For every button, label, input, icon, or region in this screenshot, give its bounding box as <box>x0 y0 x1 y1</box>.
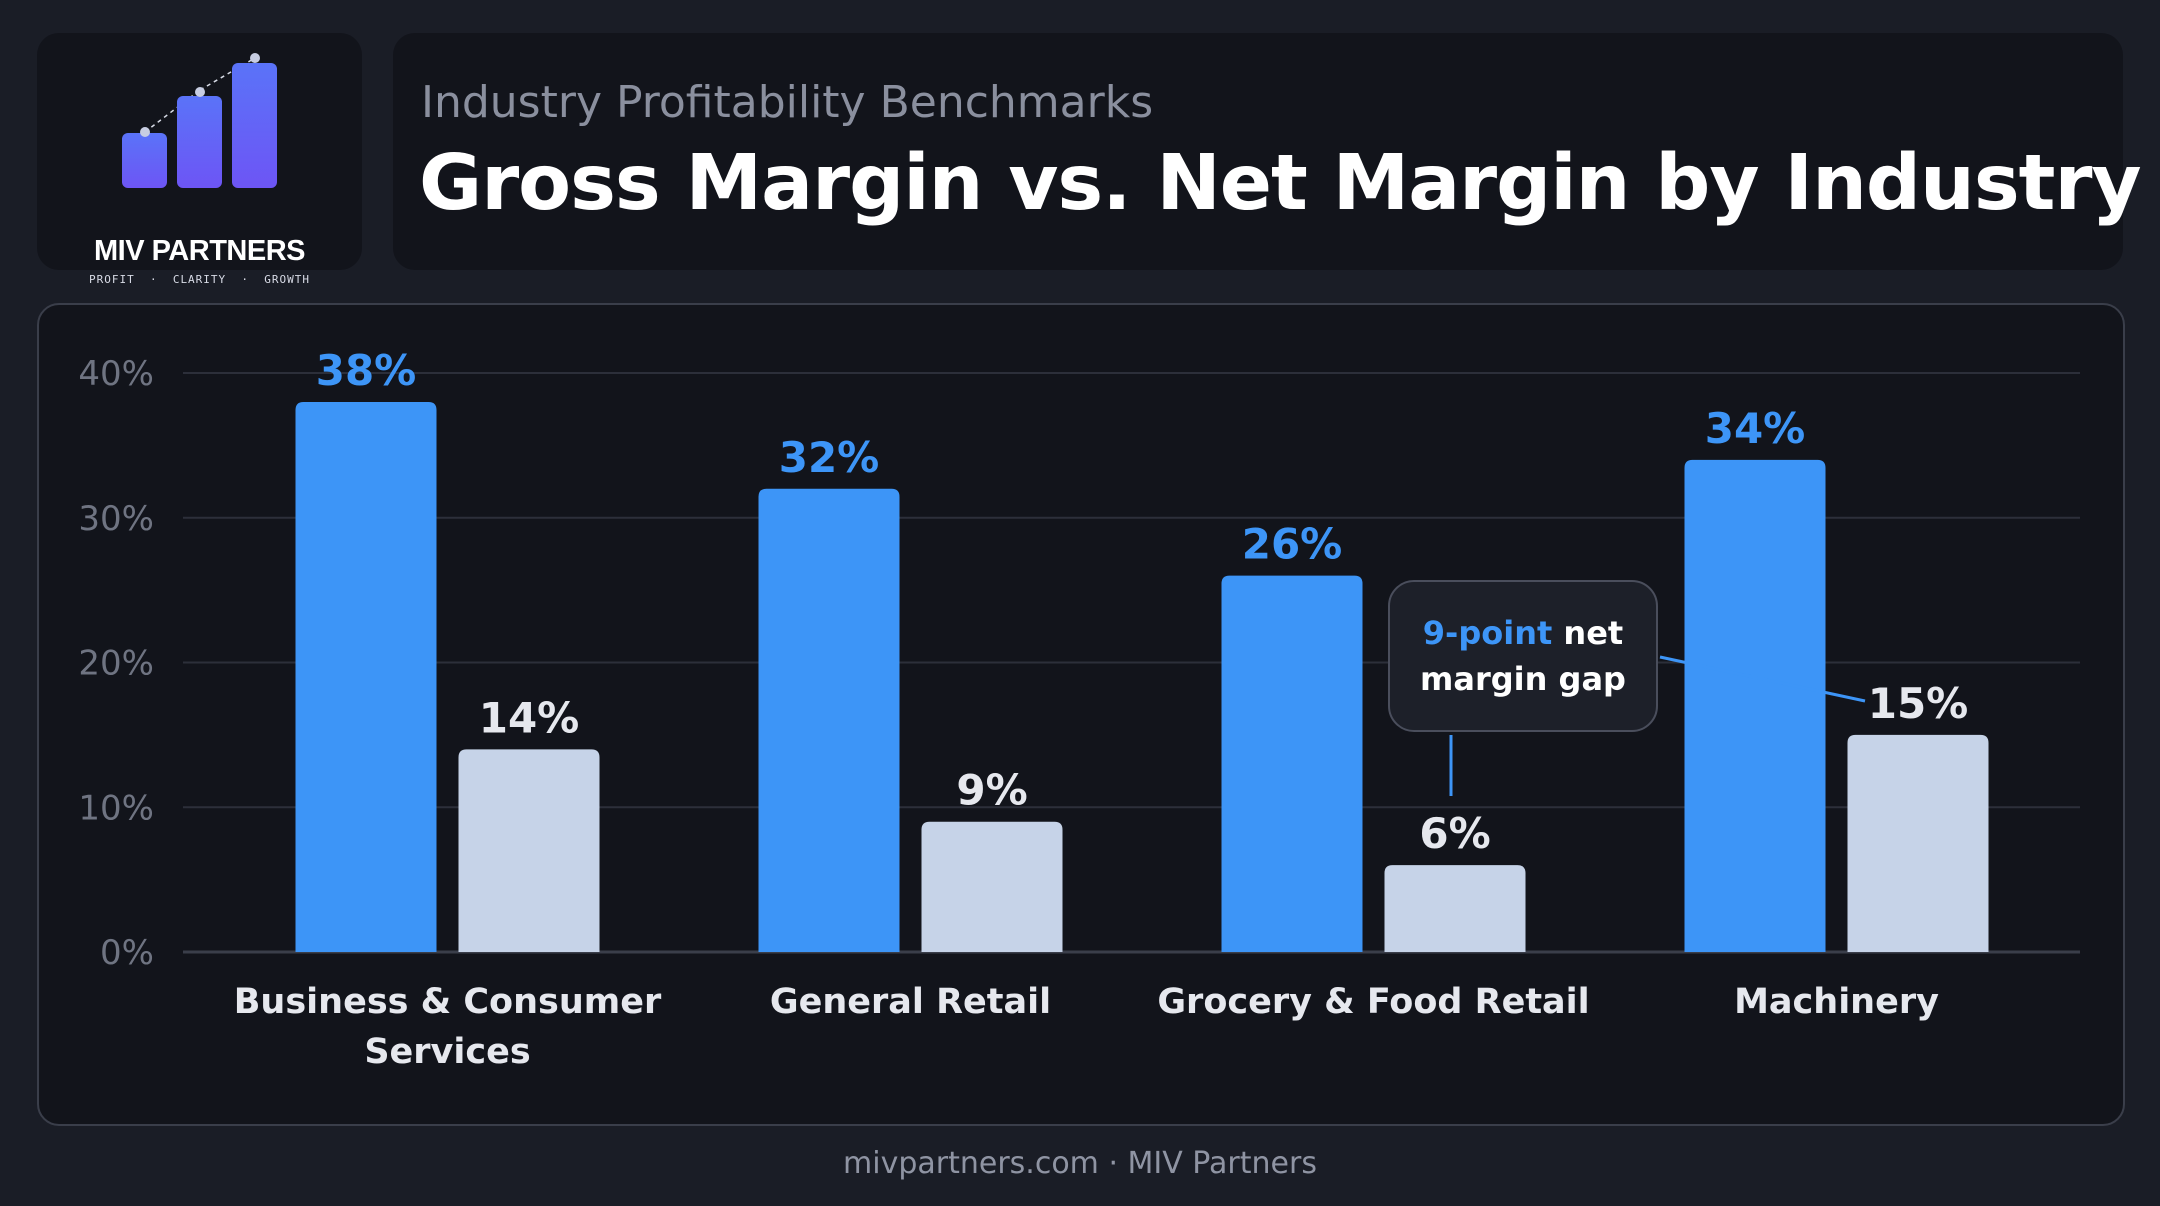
logo-bars-icon <box>122 53 277 188</box>
net-margin-bar <box>921 821 1063 952</box>
gross-margin-bar <box>758 488 900 952</box>
category-label: Services <box>364 1032 530 1072</box>
category-label: Machinery <box>1734 982 1939 1022</box>
category-label: General Retail <box>770 982 1051 1022</box>
net-margin-bar <box>1384 865 1526 952</box>
gross-margin-bar <box>1221 575 1363 952</box>
brand-name: MIV PARTNERS <box>94 235 305 267</box>
gross-margin-bar <box>295 401 437 952</box>
category-label: Business & Consumer <box>234 982 662 1022</box>
chart-card: 0% 10% 20% 30% 40% 38% 14% Business & Consumer S… <box>37 303 2125 1126</box>
brand-tagline: PROFIT · CLARITY · GROWTH <box>88 273 311 286</box>
callout-connector <box>1659 655 1866 703</box>
logo-card: MIV PARTNERS PROFIT · CLARITY · GROWTH <box>37 33 362 286</box>
net-margin-bar <box>458 749 600 952</box>
y-tick-label: 30% <box>78 499 154 539</box>
net-margin-gap-callout: 9-point net margin gap <box>1388 580 1658 732</box>
net-margin-data-label: 14% <box>479 693 580 742</box>
net-margin-data-label: 9% <box>956 766 1027 815</box>
page-subtitle: Industry Profitability Benchmarks <box>421 77 1154 128</box>
gross-margin-bar <box>1684 459 1826 952</box>
y-tick-label: 20% <box>78 644 154 684</box>
footer-text: mivpartners.com · MIV Partners <box>843 1146 1317 1181</box>
page-title: Gross Margin vs. Net Margin by Industry <box>419 139 2142 228</box>
y-tick-label: 0% <box>100 933 154 973</box>
category-label: Grocery & Food Retail <box>1157 982 1589 1022</box>
callout-highlight: 9-point <box>1422 614 1553 652</box>
net-margin-data-label: 15% <box>1868 679 1969 728</box>
callout-line2: margin gap <box>1420 660 1626 698</box>
gross-margin-data-label: 34% <box>1705 404 1806 453</box>
gross-margin-data-label: 38% <box>316 346 417 395</box>
gross-margin-data-label: 26% <box>1242 520 1343 569</box>
y-tick-label: 10% <box>78 788 154 828</box>
header-card: Industry Profitability Benchmarks Gross … <box>393 33 2142 270</box>
net-margin-bar <box>1847 734 1989 952</box>
gross-margin-data-label: 32% <box>779 433 880 482</box>
callout-text-after: net <box>1552 614 1624 652</box>
net-margin-data-label: 6% <box>1419 809 1490 858</box>
y-tick-label: 40% <box>78 354 154 394</box>
